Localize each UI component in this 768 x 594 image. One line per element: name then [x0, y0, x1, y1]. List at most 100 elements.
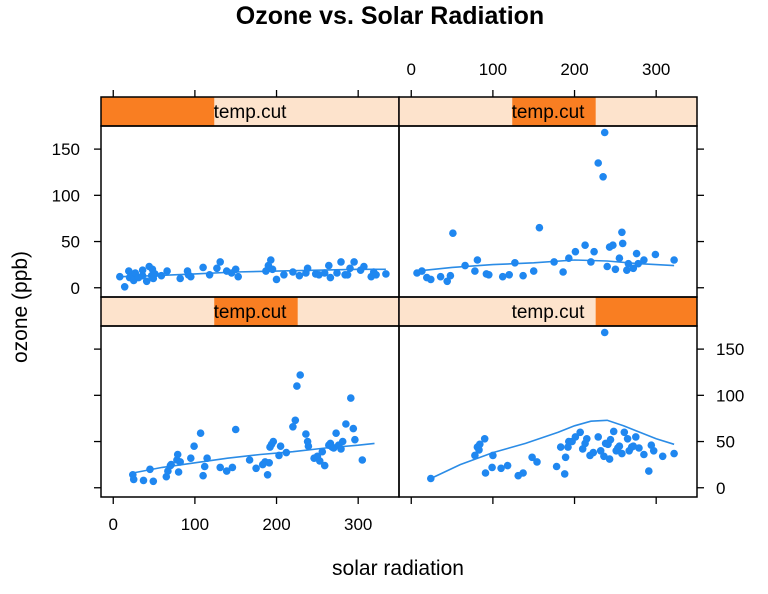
- data-point: [670, 449, 678, 458]
- x-tick-label: 0: [109, 515, 118, 534]
- data-point: [320, 269, 329, 277]
- data-point: [436, 272, 445, 281]
- data-point: [304, 442, 313, 451]
- data-point: [269, 437, 278, 446]
- data-point: [620, 428, 629, 437]
- data-point: [267, 256, 275, 264]
- data-point: [427, 275, 435, 284]
- data-point: [142, 277, 151, 286]
- data-point: [581, 241, 589, 249]
- data-point: [427, 474, 435, 483]
- chart-title: Ozone vs. Solar Radiation: [236, 2, 544, 30]
- data-point: [318, 447, 327, 456]
- data-point: [289, 423, 297, 431]
- data-point: [576, 428, 584, 437]
- data-point: [634, 259, 642, 268]
- data-point: [200, 462, 209, 471]
- data-point: [228, 463, 237, 472]
- data-point: [167, 460, 175, 469]
- x-tick-label: 0: [407, 60, 416, 79]
- data-point: [485, 271, 493, 279]
- data-point: [600, 328, 609, 337]
- panel-top-right: temp.cut: [398, 96, 698, 298]
- data-point: [151, 270, 159, 278]
- panel-top-left: temp.cut: [100, 96, 400, 298]
- data-point: [146, 465, 154, 474]
- data-point: [594, 433, 602, 441]
- data-point: [511, 259, 519, 267]
- panel-bottom-right: temp.cut: [398, 296, 698, 498]
- data-point: [347, 394, 355, 402]
- x-tick-label: 300: [344, 515, 372, 534]
- data-point: [651, 250, 660, 259]
- panel-frame: [398, 325, 698, 498]
- x-tick-label: 300: [642, 60, 670, 79]
- data-point: [635, 444, 643, 452]
- data-point: [342, 420, 350, 428]
- data-point: [571, 433, 580, 441]
- data-point: [529, 267, 538, 275]
- data-point: [302, 430, 310, 438]
- smooth-line: [430, 419, 675, 480]
- data-point: [488, 463, 496, 472]
- data-point: [120, 283, 129, 291]
- data-point: [216, 463, 224, 472]
- data-point: [589, 448, 598, 457]
- data-point: [658, 452, 667, 461]
- data-point: [559, 268, 567, 276]
- data-point: [157, 271, 166, 280]
- data-point: [556, 443, 565, 451]
- data-point: [519, 271, 527, 280]
- data-point: [645, 467, 653, 475]
- data-point: [505, 271, 513, 279]
- y-tick-label: 100: [716, 386, 744, 405]
- data-point: [275, 451, 283, 460]
- data-point: [272, 275, 281, 284]
- data-point: [571, 247, 580, 256]
- strip-level-indicator: [595, 297, 697, 326]
- data-point: [263, 471, 272, 479]
- data-point: [325, 261, 333, 270]
- data-point: [519, 469, 527, 477]
- data-point: [351, 435, 359, 444]
- x-tick-label: 100: [181, 515, 209, 534]
- axes: 0 100 200 300 0 100 200 300 0 50 100 150 0 50 100 150: [52, 60, 745, 534]
- strip-label: temp.cut: [512, 102, 586, 123]
- data-point: [649, 447, 658, 455]
- x-axis-label: solar radiation: [332, 557, 464, 580]
- data-point: [599, 173, 607, 181]
- data-point: [316, 457, 324, 465]
- data-point: [222, 467, 231, 475]
- data-point: [418, 267, 426, 275]
- data-point: [528, 453, 536, 462]
- data-point: [606, 435, 615, 444]
- data-point: [461, 261, 469, 270]
- data-point: [615, 442, 624, 451]
- data-point: [552, 462, 561, 471]
- panel-frame: [398, 125, 698, 298]
- x-tick-label: 200: [560, 60, 588, 79]
- data-point: [187, 454, 195, 463]
- data-point: [618, 239, 627, 248]
- data-point: [471, 267, 479, 275]
- y-tick-label: 150: [52, 140, 80, 159]
- data-point: [276, 442, 285, 451]
- data-point: [609, 241, 617, 249]
- x-tick-label: 200: [262, 515, 290, 534]
- data-point: [640, 450, 648, 459]
- data-point: [629, 264, 638, 273]
- data-point: [564, 443, 572, 451]
- data-point: [503, 461, 512, 470]
- strip-label: temp.cut: [214, 102, 288, 123]
- data-point: [350, 258, 358, 266]
- data-point: [295, 271, 304, 280]
- data-point: [231, 425, 240, 434]
- data-point: [449, 229, 457, 237]
- data-point: [196, 429, 205, 438]
- data-point: [349, 424, 358, 433]
- data-point: [443, 277, 452, 286]
- data-point: [176, 274, 184, 283]
- data-point: [609, 427, 618, 436]
- data-point: [293, 382, 301, 390]
- data-point: [590, 247, 598, 256]
